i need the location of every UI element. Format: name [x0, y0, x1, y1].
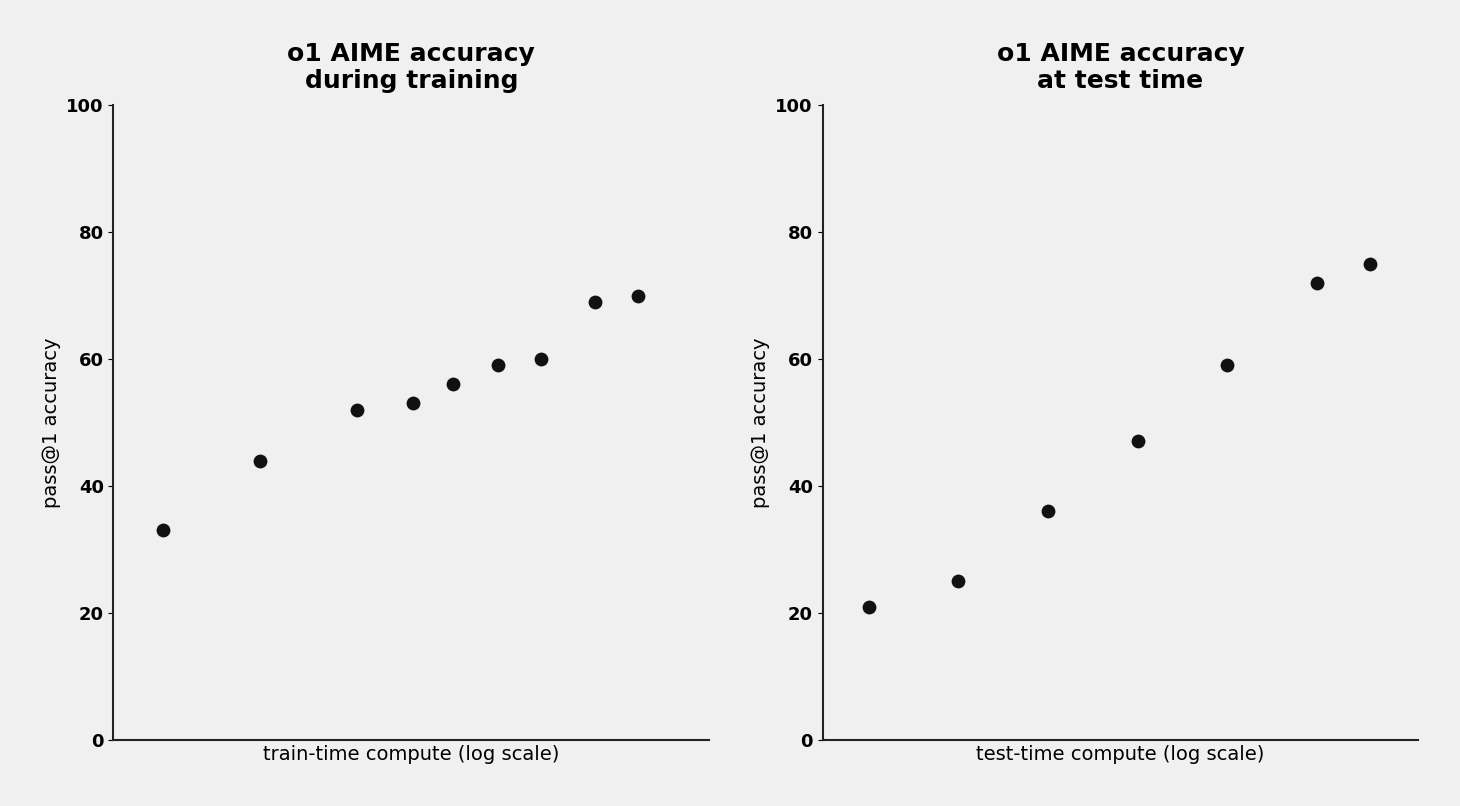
Point	[1358, 257, 1381, 270]
Y-axis label: pass@1 accuracy: pass@1 accuracy	[42, 337, 61, 508]
X-axis label: test-time compute (log scale): test-time compute (log scale)	[977, 746, 1264, 764]
Point	[857, 600, 880, 613]
X-axis label: train-time compute (log scale): train-time compute (log scale)	[263, 746, 559, 764]
Point	[486, 359, 510, 372]
Point	[626, 289, 650, 302]
Point	[442, 378, 466, 391]
Point	[1305, 276, 1329, 289]
Y-axis label: pass@1 accuracy: pass@1 accuracy	[750, 337, 769, 508]
Point	[583, 296, 606, 309]
Point	[1216, 359, 1240, 372]
Point	[402, 397, 425, 410]
Point	[248, 454, 272, 467]
Point	[530, 352, 553, 365]
Point	[1037, 505, 1060, 517]
Point	[345, 403, 368, 416]
Point	[1126, 435, 1149, 448]
Point	[946, 575, 969, 588]
Title: o1 AIME accuracy
at test time: o1 AIME accuracy at test time	[997, 42, 1244, 93]
Title: o1 AIME accuracy
during training: o1 AIME accuracy during training	[288, 42, 536, 93]
Point	[152, 524, 175, 537]
